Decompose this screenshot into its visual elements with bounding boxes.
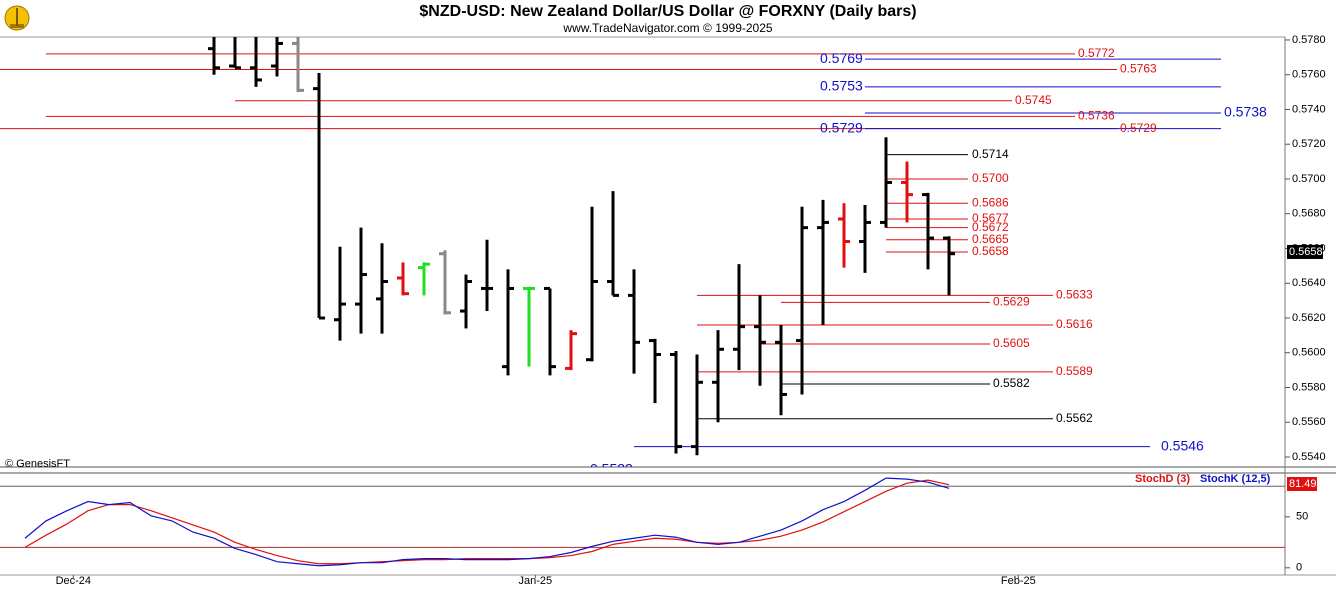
x-tick-label: Feb-25 <box>1001 575 1036 587</box>
legend-entry: StochK (12,5) <box>1200 473 1271 485</box>
level-label: 0.5745 <box>1015 93 1052 107</box>
level-label: 0.5522 <box>590 461 633 477</box>
level-label: 0.5738 <box>1224 104 1267 120</box>
y-tick-label: 0.5600 <box>1292 347 1326 359</box>
level-label: 0.5546 <box>1161 437 1204 453</box>
y-tick-label: 0.5700 <box>1292 173 1326 185</box>
stoch-line <box>24 477 950 567</box>
level-label: 0.5736 <box>1078 109 1115 123</box>
price-panel: 0.5769 0.5753 0.5738 0.5729 0.5546 0.5522 <box>0 37 1267 477</box>
y-tick-label: 0.5560 <box>1292 416 1326 428</box>
level-label: 0.5672 <box>972 220 1009 234</box>
level-label: 0.5616 <box>1056 317 1093 331</box>
level-label: 0.5753 <box>820 78 863 94</box>
stoch-line <box>24 479 950 565</box>
level-label: 0.5700 <box>972 171 1009 185</box>
watermark: © GenesisFT <box>5 458 70 470</box>
axes: 0.5780 0.5760 0.5740 0.5720 0.5700 0.5680 0.56… <box>56 34 1326 587</box>
level-label: 0.5633 <box>1056 288 1093 302</box>
level-label: 0.5658 <box>972 244 1009 258</box>
chart-title: $NZD-USD: New Zealand Dollar/US Dollar @… <box>419 3 916 20</box>
y-tick-label: 0.5680 <box>1292 208 1326 220</box>
y-tick-label: 0.5640 <box>1292 277 1326 289</box>
y-tick-label: 50 <box>1296 511 1308 523</box>
y-tick-label: 0.5580 <box>1292 381 1326 393</box>
level-label: 0.5562 <box>1056 411 1093 425</box>
legend-entry: StochD (3) <box>1135 473 1190 485</box>
y-tick-label: 0.5780 <box>1292 34 1326 46</box>
level-label: 0.5769 <box>820 50 863 66</box>
chart-subtitle: www.TradeNavigator.com © 1999-2025 <box>562 21 772 35</box>
y-tick-label: 0.5620 <box>1292 312 1326 324</box>
y-tick-label: 0 <box>1296 562 1302 574</box>
y-tick-label: 0.5760 <box>1292 69 1326 81</box>
y-tick-label: 0.5740 <box>1292 103 1326 115</box>
last-value-box <box>1287 477 1317 491</box>
level-label: 0.5729 <box>1120 121 1157 135</box>
logo <box>4 5 30 31</box>
level-label: 0.5772 <box>1078 46 1115 60</box>
x-tick-label: Dec-24 <box>56 575 91 587</box>
last-price-box <box>1287 244 1323 259</box>
x-tick-label: Jan-25 <box>518 575 552 587</box>
level-label: 0.5629 <box>993 295 1030 309</box>
level-label: 0.5582 <box>993 376 1030 390</box>
level-label: 0.5714 <box>972 147 1009 161</box>
level-label: 0.5677 <box>972 211 1009 225</box>
y-tick-label: 0.5720 <box>1292 138 1326 150</box>
level-label: 0.5589 <box>1056 364 1093 378</box>
last-value-label: 81.49 <box>1289 478 1317 490</box>
level-label: 0.5605 <box>993 336 1030 350</box>
level-label: 0.5763 <box>1120 62 1157 76</box>
stoch-panel <box>0 477 1285 567</box>
last-price-label: 0.5658 <box>1289 246 1323 258</box>
level-label: 0.5686 <box>972 195 1009 209</box>
level-label: 0.5729 <box>820 119 863 135</box>
level-label: 0.5665 <box>972 232 1009 246</box>
y-tick-label: 0.5540 <box>1292 451 1326 463</box>
